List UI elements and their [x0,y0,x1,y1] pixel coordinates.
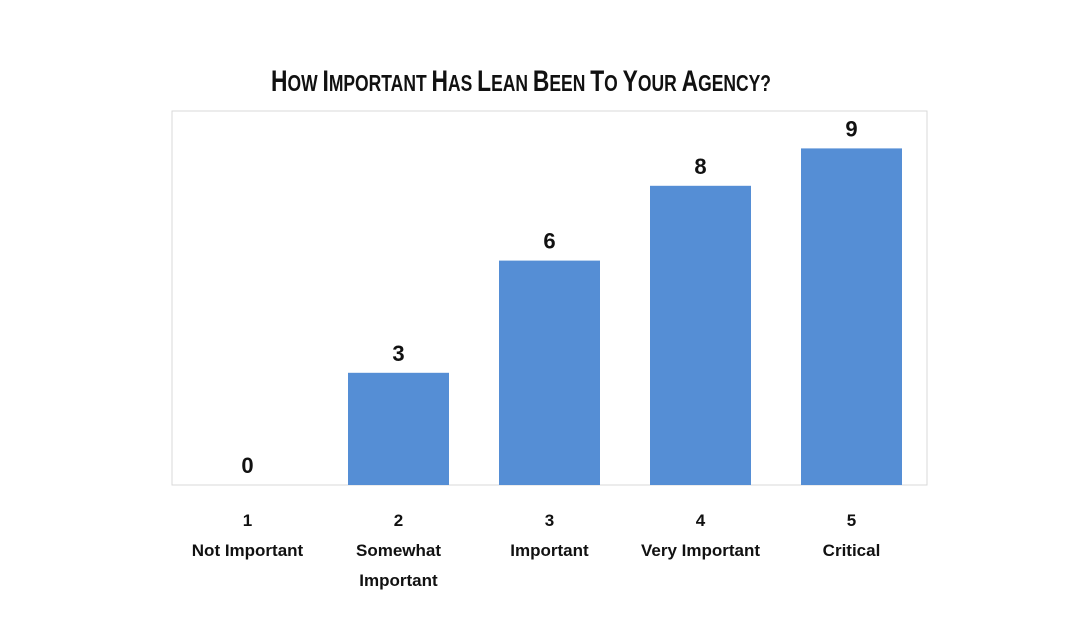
bars [348,148,902,486]
bar-3 [499,260,600,485]
data-label-1: 0 [241,453,253,478]
x-tick-3: 3 Important [510,511,589,560]
x-tick-label: Not Important [192,541,304,560]
bar-2 [348,372,449,485]
bar-5 [801,148,902,485]
x-tick-number: 5 [847,511,856,530]
data-label-5: 9 [845,116,857,141]
data-label-4: 8 [694,154,706,179]
data-label-3: 6 [543,229,555,254]
data-label-2: 3 [392,341,404,366]
x-tick-label: Somewhat [356,541,441,560]
x-tick-label: Important [510,541,589,560]
x-tick-label: Very Important [641,541,760,560]
x-tick-1: 1 Not Important [192,511,304,560]
chart-title: HOW IMPORTANT HAS LEAN BEEN TO YOUR AGEN… [271,65,771,98]
bar-4 [650,185,751,486]
x-axis-tick-labels: 1 Not Important 2 Somewhat Important 3 Importa… [192,511,881,590]
x-tick-number: 1 [243,511,252,530]
x-tick-2: 2 Somewhat Important [356,511,441,590]
x-tick-label: Critical [823,541,881,560]
x-tick-number: 2 [394,511,403,530]
x-tick-number: 4 [696,511,706,530]
x-tick-number: 3 [545,511,554,530]
x-tick-4: 4 Very Important [641,511,760,560]
x-tick-5: 5 Critical [823,511,881,560]
data-labels: 0 3 6 8 9 [241,116,857,478]
x-tick-label: Important [359,571,438,590]
